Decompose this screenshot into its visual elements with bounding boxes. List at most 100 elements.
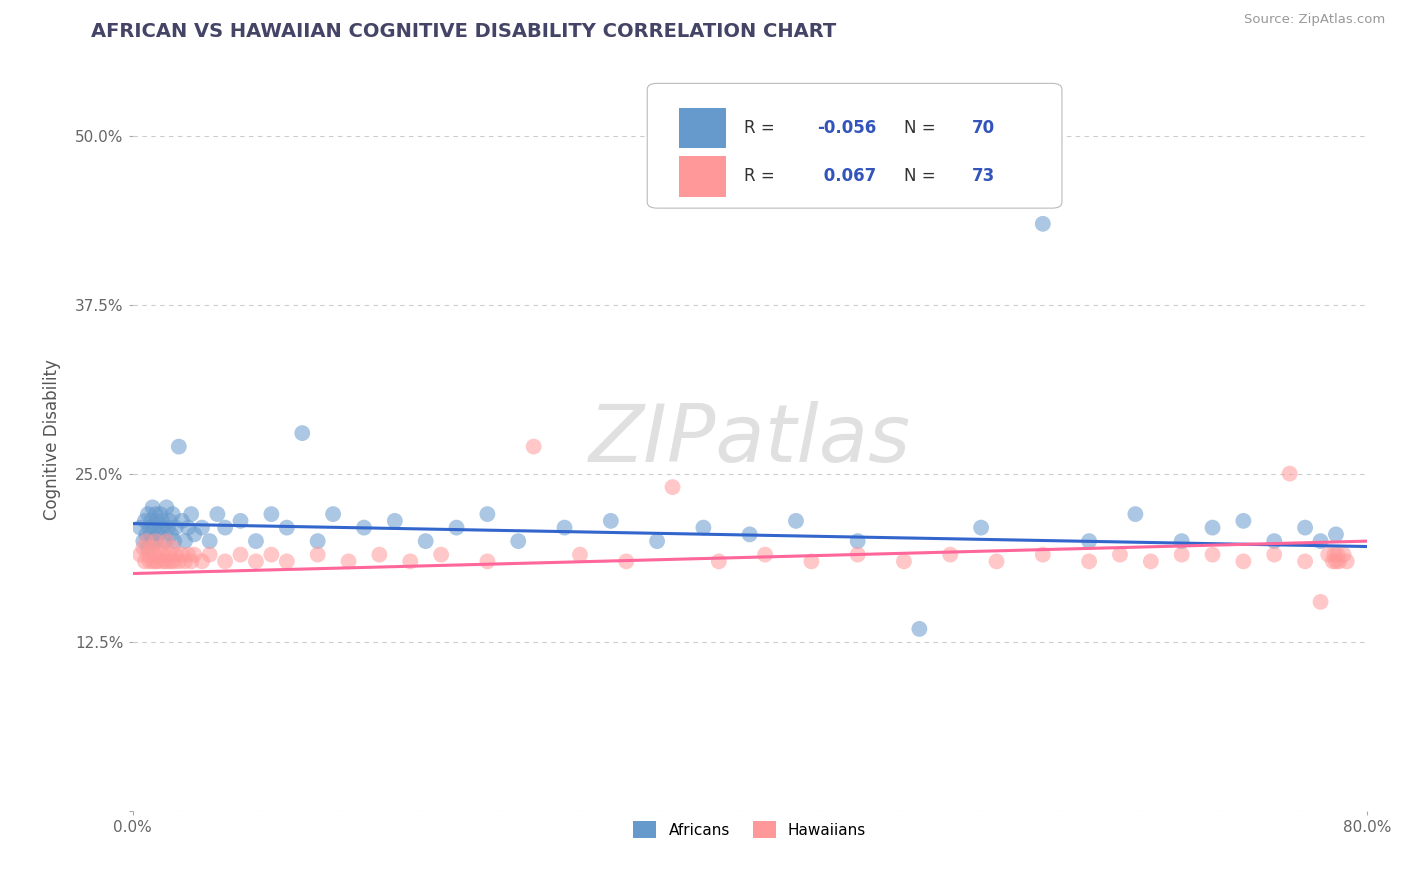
Text: 73: 73 bbox=[972, 167, 995, 186]
Point bbox=[1323, 548, 1346, 562]
Point bbox=[183, 527, 205, 541]
Point bbox=[145, 554, 167, 568]
Point bbox=[139, 527, 162, 541]
Point bbox=[276, 554, 298, 568]
Point bbox=[152, 548, 174, 562]
Point bbox=[148, 527, 170, 541]
Point bbox=[738, 527, 761, 541]
Point bbox=[986, 554, 1008, 568]
Point bbox=[167, 440, 190, 454]
Point bbox=[245, 554, 267, 568]
Point bbox=[163, 534, 186, 549]
Point bbox=[142, 500, 165, 515]
Point bbox=[446, 521, 468, 535]
Point bbox=[139, 541, 162, 555]
Point bbox=[661, 480, 683, 494]
Point bbox=[143, 521, 166, 535]
Point bbox=[1170, 548, 1192, 562]
Point bbox=[1109, 548, 1132, 562]
Point bbox=[136, 507, 159, 521]
Point bbox=[191, 521, 214, 535]
Point bbox=[399, 554, 422, 568]
FancyBboxPatch shape bbox=[679, 108, 727, 148]
Point bbox=[149, 521, 172, 535]
Point bbox=[1125, 507, 1147, 521]
Point bbox=[523, 440, 546, 454]
Point bbox=[260, 507, 283, 521]
Point bbox=[291, 426, 314, 441]
Point bbox=[136, 548, 159, 562]
Point bbox=[260, 548, 283, 562]
Point bbox=[1170, 534, 1192, 549]
Point bbox=[198, 548, 221, 562]
Point bbox=[177, 548, 200, 562]
Text: R =: R = bbox=[744, 119, 779, 137]
Point bbox=[183, 548, 205, 562]
Point bbox=[174, 534, 197, 549]
Point bbox=[1317, 548, 1340, 562]
Point bbox=[1294, 521, 1316, 535]
Point bbox=[152, 521, 174, 535]
Point bbox=[157, 554, 180, 568]
Point bbox=[159, 548, 181, 562]
Point bbox=[785, 514, 807, 528]
Text: N =: N = bbox=[904, 119, 941, 137]
Point bbox=[1309, 534, 1331, 549]
Point bbox=[970, 521, 993, 535]
Point bbox=[1078, 534, 1101, 549]
Point bbox=[129, 548, 152, 562]
Point bbox=[353, 521, 375, 535]
Point bbox=[1294, 554, 1316, 568]
Point bbox=[142, 554, 165, 568]
Point bbox=[136, 541, 159, 555]
Legend: Africans, Hawaiians: Africans, Hawaiians bbox=[627, 814, 872, 845]
Point bbox=[1324, 527, 1347, 541]
Point bbox=[149, 541, 172, 555]
Point bbox=[477, 507, 499, 521]
Point bbox=[145, 534, 167, 549]
Point bbox=[939, 548, 962, 562]
Y-axis label: Cognitive Disability: Cognitive Disability bbox=[44, 359, 60, 520]
Point bbox=[132, 534, 155, 549]
Point bbox=[163, 554, 186, 568]
Point bbox=[337, 554, 360, 568]
Point bbox=[160, 554, 183, 568]
Text: N =: N = bbox=[904, 167, 941, 186]
Point bbox=[146, 554, 169, 568]
Point bbox=[142, 534, 165, 549]
Point bbox=[245, 534, 267, 549]
Point bbox=[214, 521, 236, 535]
Point bbox=[846, 534, 869, 549]
Point bbox=[276, 521, 298, 535]
Point bbox=[1078, 554, 1101, 568]
Point bbox=[614, 554, 637, 568]
Point bbox=[149, 507, 172, 521]
Point bbox=[170, 514, 193, 528]
Point bbox=[568, 548, 591, 562]
Point bbox=[191, 554, 214, 568]
Text: 70: 70 bbox=[972, 119, 995, 137]
Point bbox=[129, 521, 152, 535]
Point bbox=[1263, 534, 1285, 549]
Point bbox=[908, 622, 931, 636]
Point bbox=[1333, 548, 1355, 562]
Point bbox=[707, 554, 730, 568]
Point bbox=[153, 554, 176, 568]
Point bbox=[692, 521, 714, 535]
Point bbox=[1322, 554, 1344, 568]
Point bbox=[368, 548, 391, 562]
Point bbox=[162, 541, 184, 555]
Point bbox=[599, 514, 621, 528]
Point bbox=[229, 514, 252, 528]
Point bbox=[477, 554, 499, 568]
Point bbox=[800, 554, 823, 568]
Point bbox=[174, 554, 197, 568]
Point bbox=[322, 507, 344, 521]
Point bbox=[1327, 554, 1350, 568]
Point bbox=[177, 521, 200, 535]
Point bbox=[1263, 548, 1285, 562]
Point bbox=[134, 554, 156, 568]
Point bbox=[143, 548, 166, 562]
Point bbox=[893, 554, 915, 568]
Point bbox=[157, 521, 180, 535]
